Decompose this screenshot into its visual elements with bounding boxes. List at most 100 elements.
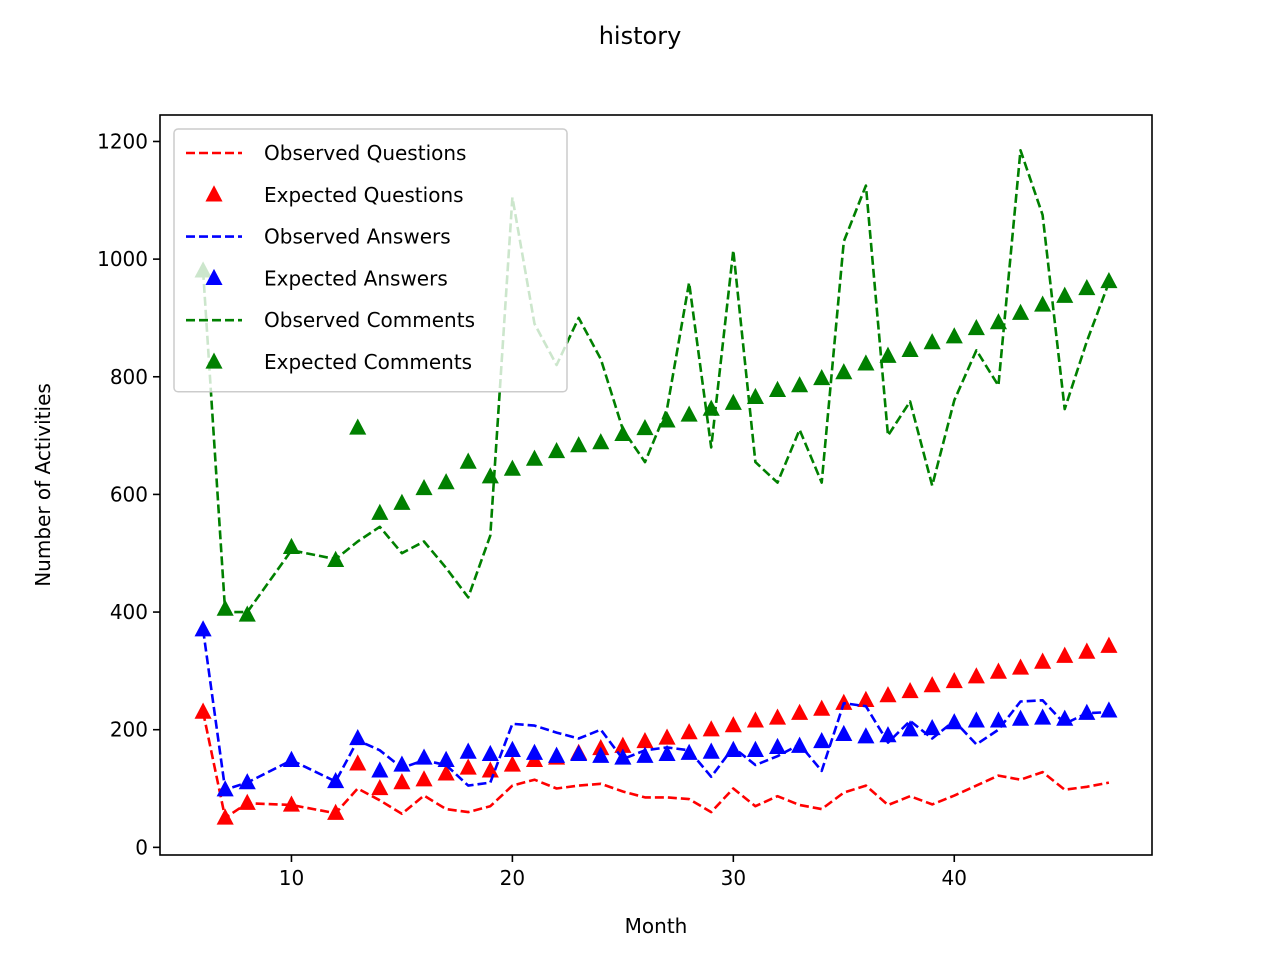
expected-answers-marker xyxy=(945,713,963,730)
expected-comments-marker xyxy=(857,354,875,371)
expected-answers-legend-label: Expected Answers xyxy=(264,266,448,290)
observed-comments-line xyxy=(201,149,1111,614)
y-tick-label: 200 xyxy=(110,718,148,742)
expected-answers-marker xyxy=(415,748,433,765)
expected-answers-marker xyxy=(680,743,698,760)
observed-questions-line xyxy=(201,711,1110,820)
expected-comments-marker xyxy=(1100,271,1118,289)
y-tick-label: 600 xyxy=(110,482,148,506)
observed-answers-legend-label: Observed Answers xyxy=(264,225,451,249)
expected-answers-marker xyxy=(1078,703,1096,720)
expected-answers-marker xyxy=(349,729,367,746)
expected-questions-marker xyxy=(680,723,698,740)
expected-answers-marker xyxy=(658,744,676,762)
expected-questions-marker xyxy=(658,728,676,745)
expected-comments-marker xyxy=(238,605,256,622)
y-tick-label: 800 xyxy=(110,365,148,389)
x-axis-label: Month xyxy=(625,914,688,938)
expected-answers-marker xyxy=(216,780,234,797)
expected-comments-marker xyxy=(989,313,1007,330)
expected-comments-marker xyxy=(216,599,234,616)
expected-questions-marker xyxy=(901,681,919,699)
expected-questions-marker xyxy=(702,720,720,737)
expected-comments-marker xyxy=(879,346,897,363)
expected-questions-marker xyxy=(238,793,256,810)
expected-answers-marker xyxy=(901,720,919,737)
expected-questions-marker xyxy=(282,795,301,812)
expected-answers-marker xyxy=(1100,701,1118,718)
expected-questions-marker xyxy=(945,671,963,689)
expected-questions-marker xyxy=(194,702,212,719)
expected-comments-marker xyxy=(1078,279,1096,296)
expected-questions-legend-label: Expected Questions xyxy=(264,183,464,207)
observed-questions-legend-label: Observed Questions xyxy=(264,141,466,165)
expected-answers-marker xyxy=(702,742,720,759)
expected-questions-marker xyxy=(857,690,875,707)
y-axis-label: Number of Activities xyxy=(31,383,55,587)
expected-questions-marker xyxy=(216,808,234,825)
expected-comments-marker xyxy=(658,411,676,428)
expected-answers-marker xyxy=(614,748,632,765)
expected-comments-marker xyxy=(835,363,853,380)
expected-answers-marker xyxy=(857,727,875,744)
expected-questions-marker xyxy=(1034,652,1052,669)
expected-answers-marker xyxy=(592,746,610,763)
expected-questions-marker xyxy=(481,761,499,778)
expected-comments-legend-label: Expected Comments xyxy=(264,350,472,374)
x-tick-label: 30 xyxy=(721,866,746,890)
plot-area xyxy=(159,114,1153,856)
expected-comments-marker xyxy=(1056,286,1074,303)
expected-questions-marker xyxy=(349,754,367,771)
x-tick-label: 40 xyxy=(942,866,967,890)
observed-answers-line xyxy=(201,629,1109,792)
chart-title: history xyxy=(599,22,682,50)
y-tick-label: 1000 xyxy=(97,247,148,271)
expected-answers-marker xyxy=(879,726,897,743)
expected-questions-marker xyxy=(813,699,831,716)
expected-answers-marker xyxy=(791,736,809,753)
expected-answers-marker xyxy=(746,740,764,757)
expected-answers-marker xyxy=(459,742,477,759)
expected-comments-marker xyxy=(393,493,411,510)
expected-questions-marker xyxy=(415,770,433,787)
observed-comments-legend-label: Observed Comments xyxy=(264,308,475,332)
x-tick-label: 10 xyxy=(279,866,304,890)
expected-comments-marker xyxy=(746,387,764,405)
expected-answers-marker xyxy=(437,750,455,767)
expected-comments-marker xyxy=(548,441,566,459)
expected-questions-marker xyxy=(327,803,345,820)
expected-questions-marker xyxy=(503,755,521,772)
expected-questions-marker xyxy=(1100,636,1118,653)
expected-comments-marker xyxy=(636,419,654,436)
y-axis: 0 200 400 600 800 1000 1200 xyxy=(97,129,160,859)
expected-comments-marker xyxy=(503,459,521,476)
expected-answers-marker xyxy=(768,737,787,755)
expected-questions-marker xyxy=(923,676,941,693)
expected-comments-marker xyxy=(481,467,499,484)
expected-comments-marker xyxy=(282,537,301,555)
expected-comments-marker xyxy=(592,433,610,450)
expected-comments-marker xyxy=(415,479,433,496)
expected-answers-marker xyxy=(1034,708,1052,725)
expected-comments-marker xyxy=(570,436,588,453)
expected-answers-marker xyxy=(570,744,588,762)
expected-questions-marker xyxy=(724,716,742,733)
y-tick-label: 400 xyxy=(110,600,148,624)
expected-comments-marker xyxy=(459,452,477,469)
expected-comments-marker xyxy=(901,340,919,357)
expected-questions-marker xyxy=(1078,642,1096,659)
expected-questions-marker xyxy=(989,662,1007,679)
expected-answers-marker xyxy=(525,743,544,760)
expected-questions-marker xyxy=(371,779,389,796)
expected-questions-marker xyxy=(879,686,897,703)
expected-comments-marker xyxy=(768,380,787,397)
expected-answers-marker xyxy=(393,755,411,772)
expected-answers-marker xyxy=(194,620,212,637)
expected-comments-marker xyxy=(525,449,544,466)
expected-answers-marker xyxy=(923,719,941,736)
expected-comments-marker xyxy=(813,369,831,386)
expected-questions-marker xyxy=(835,693,853,710)
expected-questions-marker xyxy=(393,773,411,790)
expected-answers-marker xyxy=(1056,709,1074,726)
expected-questions-marker xyxy=(791,703,809,720)
